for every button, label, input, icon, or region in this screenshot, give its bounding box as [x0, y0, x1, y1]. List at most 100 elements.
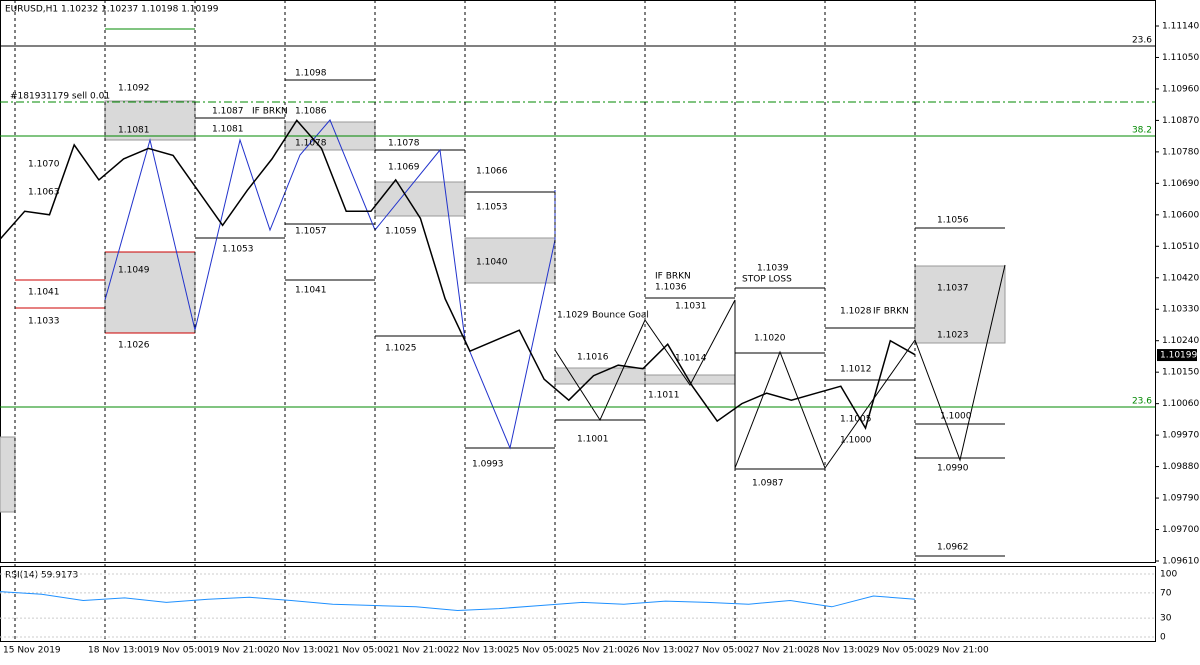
- symbol-title: EURUSD,H1 1.10232 1.10237 1.10198 1.1019…: [5, 5, 219, 15]
- red-lines: [15, 251, 195, 334]
- time-label: 29 Nov 05:00: [868, 646, 929, 656]
- level-label: IF BRKN: [873, 307, 909, 317]
- level-label: 1.1025: [385, 344, 417, 354]
- level-label: 1.1036: [655, 283, 687, 293]
- price-label: 1.09700: [1162, 525, 1199, 535]
- level-label: 1.1098: [295, 69, 327, 79]
- level-label: 1.1049: [118, 266, 150, 276]
- rsi-level: 30: [1160, 614, 1172, 624]
- time-label: 27 Nov 21:00: [748, 646, 809, 656]
- price-label: 1.10600: [1162, 210, 1199, 220]
- level-label: 1.1040: [476, 258, 508, 268]
- rsi-line: [0, 591, 916, 612]
- price-label: 1.10870: [1162, 116, 1199, 126]
- level-label: 1.1078: [388, 139, 420, 149]
- level-label: 1.1001: [577, 435, 609, 445]
- time-label: 21 Nov 05:00: [328, 646, 389, 656]
- level-lines: [195, 79, 1005, 557]
- level-label: 1.1026: [118, 341, 150, 351]
- level-label: 1.0993: [472, 460, 504, 470]
- price-label: 1.10510: [1162, 242, 1199, 252]
- level-label: Bounce Goal: [592, 311, 649, 321]
- level-label: 1.1056: [937, 216, 969, 226]
- rsi-pane: [0, 566, 1156, 642]
- rsi-label: RSI(14) 59.9173: [5, 571, 78, 581]
- level-label: 1.1023: [937, 331, 969, 341]
- level-label: 1.1066: [476, 167, 508, 177]
- rsi-level: 100: [1160, 570, 1177, 580]
- level-label: 1.1041: [28, 288, 60, 298]
- level-label: 1.1011: [648, 391, 680, 401]
- rsi-level: 70: [1160, 588, 1172, 598]
- time-label: 28 Nov 13:00: [808, 646, 869, 656]
- time-label: 21 Nov 21:00: [388, 646, 449, 656]
- level-label: 1.1092: [118, 84, 150, 94]
- time-label: 27 Nov 05:00: [688, 646, 749, 656]
- level-label: 1.1081: [212, 125, 244, 135]
- time-label: 25 Nov 05:00: [508, 646, 569, 656]
- fib-label: 23.6: [1132, 36, 1152, 46]
- level-label: 1.1087: [212, 107, 244, 117]
- level-label: 1.1053: [222, 245, 254, 255]
- level-label: 1.1020: [754, 334, 786, 344]
- current-price-box: [1157, 349, 1197, 362]
- level-label: 1.1059: [385, 227, 417, 237]
- level-label: 1.0962: [937, 543, 969, 553]
- level-label: 1.1053: [476, 203, 508, 213]
- level-label: 1.1031: [675, 302, 707, 312]
- level-label: 1.1029: [557, 311, 589, 321]
- price-label: 1.09610: [1162, 557, 1199, 567]
- level-label: 1.1069: [388, 163, 420, 173]
- fib-label: 38.2: [1132, 126, 1152, 136]
- time-label: 19 Nov 21:00: [208, 646, 269, 656]
- price-label: 1.09970: [1162, 431, 1199, 441]
- order-label: #181931179 sell 0.01: [10, 92, 110, 102]
- time-label: 15 Nov 2019: [3, 646, 61, 656]
- main-pane: [0, 0, 1156, 563]
- time-label: 29 Nov 21:00: [928, 646, 989, 656]
- level-label: 1.1057: [295, 227, 327, 237]
- level-label: 1.1078: [295, 139, 327, 149]
- price-label: 1.10420: [1162, 273, 1199, 283]
- level-label: 1.1014: [675, 354, 707, 364]
- price-label: 1.11050: [1162, 53, 1199, 63]
- level-label: 1.1063: [28, 188, 60, 198]
- level-label: 1.1000: [940, 412, 972, 422]
- price-label: 1.10240: [1162, 336, 1199, 346]
- level-label: 1.1000: [840, 436, 872, 446]
- level-label: 1.1070: [28, 160, 60, 170]
- price-label: 1.10060: [1162, 399, 1199, 409]
- current-price: 1.10199: [1160, 351, 1197, 361]
- price-label: 1.11140: [1162, 22, 1199, 32]
- price-label: 1.09790: [1162, 494, 1199, 504]
- level-label: 1.1028: [840, 307, 872, 317]
- level-label: 1.1086: [295, 107, 327, 117]
- price-label: 1.10690: [1162, 179, 1199, 189]
- level-label: 1.1041: [295, 286, 327, 296]
- level-label: 1.1039: [757, 264, 789, 274]
- level-label: 1.1033: [28, 317, 60, 327]
- time-label: 19 Nov 05:00: [148, 646, 209, 656]
- level-label: STOP LOSS: [742, 275, 792, 285]
- level-label: IF BRKN: [655, 272, 691, 282]
- price-label: 1.10150: [1162, 368, 1199, 378]
- level-label: 1.1012: [840, 365, 872, 375]
- time-label: 22 Nov 13:00: [448, 646, 509, 656]
- level-label: 1.0987: [752, 479, 784, 489]
- time-label: 26 Nov 13:00: [628, 646, 689, 656]
- price-label: 1.10330: [1162, 305, 1199, 315]
- price-label: 1.10960: [1162, 84, 1199, 94]
- level-label: 1.0990: [937, 464, 969, 474]
- rsi-level: 0: [1160, 633, 1166, 643]
- level-label: 1.1081: [118, 126, 150, 136]
- time-label: 20 Nov 13:00: [268, 646, 329, 656]
- price-line: [0, 119, 916, 430]
- time-label: 18 Nov 13:00: [88, 646, 149, 656]
- level-label: 1.1005: [840, 415, 872, 425]
- price-label: 1.10780: [1162, 147, 1199, 157]
- level-label: 1.1037: [937, 284, 969, 294]
- time-label: 25 Nov 21:00: [568, 646, 629, 656]
- fib-label: 23.6: [1132, 397, 1152, 407]
- level-label: IF BRKN: [252, 107, 288, 117]
